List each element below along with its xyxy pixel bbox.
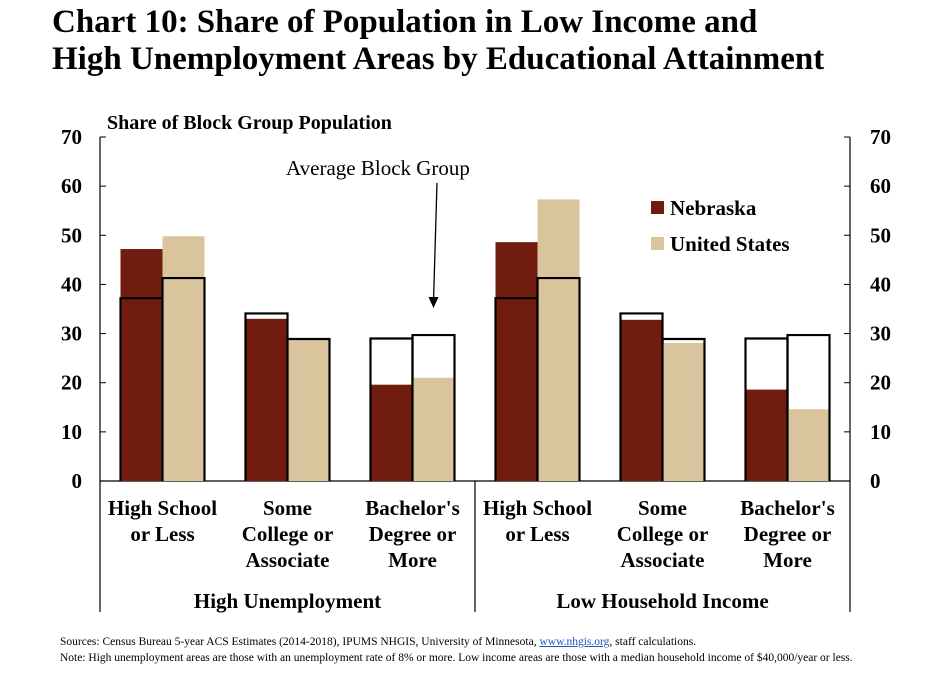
x-tick-label: Some — [638, 496, 687, 520]
chart-title-line-1: Chart 10: Share of Population in Low Inc… — [52, 4, 758, 40]
y-tick-label-left: 40 — [61, 272, 82, 296]
y-tick-label-right: 0 — [870, 469, 881, 493]
x-tick-label: Bachelor's — [740, 496, 835, 520]
x-tick-label: Associate — [621, 548, 705, 572]
bar-nebraska — [120, 249, 163, 481]
annotation-label: Average Block Group — [286, 156, 470, 180]
y-tick-label-left: 50 — [61, 223, 82, 247]
average-outline-united-states — [286, 337, 331, 481]
y-tick-label-right: 70 — [870, 125, 891, 149]
y-tick-label-right: 30 — [870, 322, 891, 346]
y-tick-label-right: 60 — [870, 174, 891, 198]
y-tick-label-right: 20 — [870, 371, 891, 395]
x-tick-label: High School — [108, 496, 217, 520]
average-outline-united-states — [161, 276, 206, 481]
group-label: High Unemployment — [194, 589, 381, 613]
y-tick-label-right: 40 — [870, 272, 891, 296]
note-line: Note: High unemployment areas are those … — [60, 652, 853, 664]
x-tick-label: College or — [617, 522, 709, 546]
source-line: Sources: Census Bureau 5-year ACS Estima… — [60, 636, 697, 648]
x-tick-label: Some — [263, 496, 312, 520]
bar-united-states — [787, 409, 830, 481]
legend-label-nebraska: Nebraska — [670, 196, 757, 220]
x-tick-label: More — [763, 548, 812, 572]
x-tick-label: Degree or — [369, 522, 457, 546]
y-tick-label-right: 10 — [870, 420, 891, 444]
average-outline-united-states — [661, 337, 706, 481]
legend-swatch-united-states — [651, 237, 664, 250]
source-link[interactable]: www.nhgis.org — [539, 636, 610, 648]
bar-united-states — [287, 338, 330, 481]
bar-nebraska — [745, 389, 788, 481]
y-tick-label-left: 0 — [72, 469, 83, 493]
y-tick-label-left: 10 — [61, 420, 82, 444]
legend-swatch-nebraska — [651, 201, 664, 214]
average-outline-united-states — [411, 333, 456, 481]
y-tick-label-right: 50 — [870, 223, 891, 247]
bar-nebraska — [370, 384, 413, 481]
bar-chart: Share of Block Group Population 0 0 10 10 20 2… — [61, 112, 891, 613]
y-tick-label-left: 20 — [61, 371, 82, 395]
x-tick-label: Degree or — [744, 522, 832, 546]
x-tick-label: or Less — [505, 522, 569, 546]
bar-united-states — [162, 236, 205, 481]
y-axis-label: Share of Block Group Population — [107, 112, 392, 134]
x-tick-label: High School — [483, 496, 592, 520]
x-tick-label: Bachelor's — [365, 496, 460, 520]
group-label: Low Household Income — [556, 589, 768, 613]
x-tick-label: More — [388, 548, 437, 572]
bar-united-states — [537, 199, 580, 481]
x-tick-label: or Less — [130, 522, 194, 546]
chart-title: Chart 10: Share of Population in Low Inc… — [52, 4, 922, 78]
annotation-arrow-line — [432, 182, 438, 303]
bar-nebraska — [620, 319, 663, 481]
source-notes: Sources: Census Bureau 5-year ACS Estima… — [60, 634, 860, 666]
x-tick-label: College or — [242, 522, 334, 546]
bar-nebraska — [495, 242, 538, 481]
annotation-arrowhead — [428, 297, 439, 308]
average-outline-united-states — [536, 276, 581, 481]
y-tick-label-left: 70 — [61, 125, 82, 149]
chart-title-line-2: High Unemployment Areas by Educational A… — [52, 41, 825, 77]
average-outline-united-states — [786, 333, 831, 481]
bar-united-states — [662, 342, 705, 481]
x-tick-label: Associate — [246, 548, 330, 572]
y-tick-label-left: 60 — [61, 174, 82, 198]
y-tick-label-left: 30 — [61, 322, 82, 346]
bar-nebraska — [245, 318, 288, 481]
legend-label-united-states: United States — [670, 232, 790, 256]
bar-united-states — [412, 377, 455, 481]
